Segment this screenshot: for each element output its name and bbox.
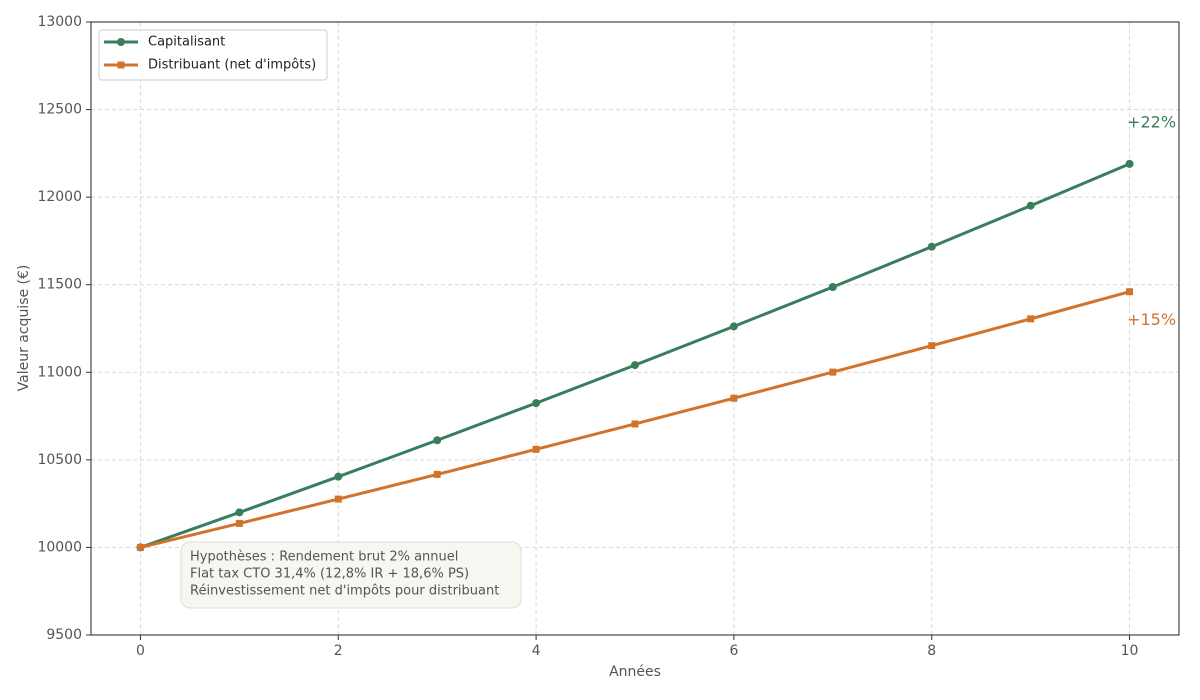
point xyxy=(1125,159,1134,168)
y-tick-label: 9500 xyxy=(46,627,82,643)
point xyxy=(1126,288,1134,296)
y-tick-label: 10000 xyxy=(37,539,82,555)
point xyxy=(1027,315,1035,323)
point xyxy=(1026,201,1035,210)
note-line: Réinvestissement net d'impôts pour distr… xyxy=(190,584,499,599)
point xyxy=(828,282,837,291)
x-tick-label: 6 xyxy=(729,643,738,659)
point xyxy=(136,543,144,551)
y-tick-label: 11000 xyxy=(37,364,82,380)
legend-box xyxy=(98,29,328,81)
note-line: Hypothèses : Rendement brut 2% annuel xyxy=(190,550,458,565)
legend-label: Capitalisant xyxy=(148,35,225,50)
series-line xyxy=(139,162,1131,549)
series-line xyxy=(140,290,1130,549)
legend-label: Distribuant (net d'impôts) xyxy=(148,58,316,73)
point xyxy=(532,445,540,453)
legend-marker xyxy=(117,61,125,69)
y-tick-label: 12500 xyxy=(37,102,82,118)
point xyxy=(730,394,738,402)
point xyxy=(433,470,441,478)
point xyxy=(235,519,243,527)
y-tick-label: 13000 xyxy=(37,14,82,30)
legend-marker xyxy=(117,38,125,46)
x-tick-label: 0 xyxy=(136,643,145,659)
y-tick-label: 10500 xyxy=(37,452,82,468)
y-tick-label: 12000 xyxy=(37,189,82,205)
x-tick-label: 4 xyxy=(532,643,541,659)
plot-frame xyxy=(90,21,1180,636)
end-label: +22% xyxy=(1127,112,1176,131)
point xyxy=(927,242,936,251)
note-box xyxy=(180,541,522,609)
point xyxy=(334,472,343,481)
point xyxy=(334,495,342,503)
x-tick-label: 2 xyxy=(334,643,343,659)
x-tick-label: 8 xyxy=(927,643,936,659)
y-axis-label: Valeur acquise (€) xyxy=(16,265,32,392)
point xyxy=(532,399,541,408)
x-tick-label: 10 xyxy=(1121,643,1139,659)
point xyxy=(433,436,442,445)
y-tick-label: 11500 xyxy=(37,277,82,293)
note-line: Flat tax CTO 31,4% (12,8% IR + 18,6% PS) xyxy=(190,567,469,582)
point xyxy=(631,420,639,428)
point xyxy=(729,322,738,331)
point xyxy=(235,508,244,517)
point xyxy=(631,361,639,370)
point xyxy=(928,342,936,350)
end-label: +15% xyxy=(1127,310,1176,329)
x-axis-label: Années xyxy=(609,664,661,680)
point xyxy=(829,368,837,376)
